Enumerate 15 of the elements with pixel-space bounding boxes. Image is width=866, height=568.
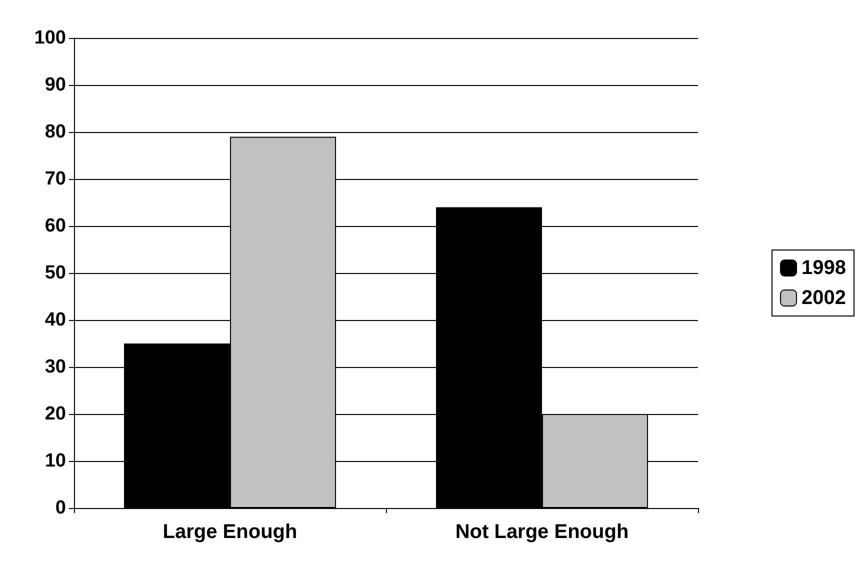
y-tick-label: 100	[34, 28, 66, 48]
y-tick-label: 40	[44, 310, 66, 330]
y-tick-label: 50	[44, 262, 66, 284]
legend-label: 2002	[802, 287, 846, 309]
y-tick-label: 80	[44, 122, 66, 142]
y-tick-label: 60	[44, 216, 66, 236]
y-tick-label: 10	[44, 450, 66, 472]
x-tick-label: Not Large Enough	[455, 521, 629, 543]
x-tick-label: Large Enough	[162, 521, 298, 543]
y-tick-label: 0	[55, 498, 66, 518]
legend-label: 1998	[802, 257, 846, 279]
y-tick-label: 70	[44, 168, 66, 190]
y-tick-label: 90	[44, 74, 66, 96]
y-tick-label: 30	[44, 356, 66, 378]
y-tick-label: 20	[44, 404, 66, 424]
